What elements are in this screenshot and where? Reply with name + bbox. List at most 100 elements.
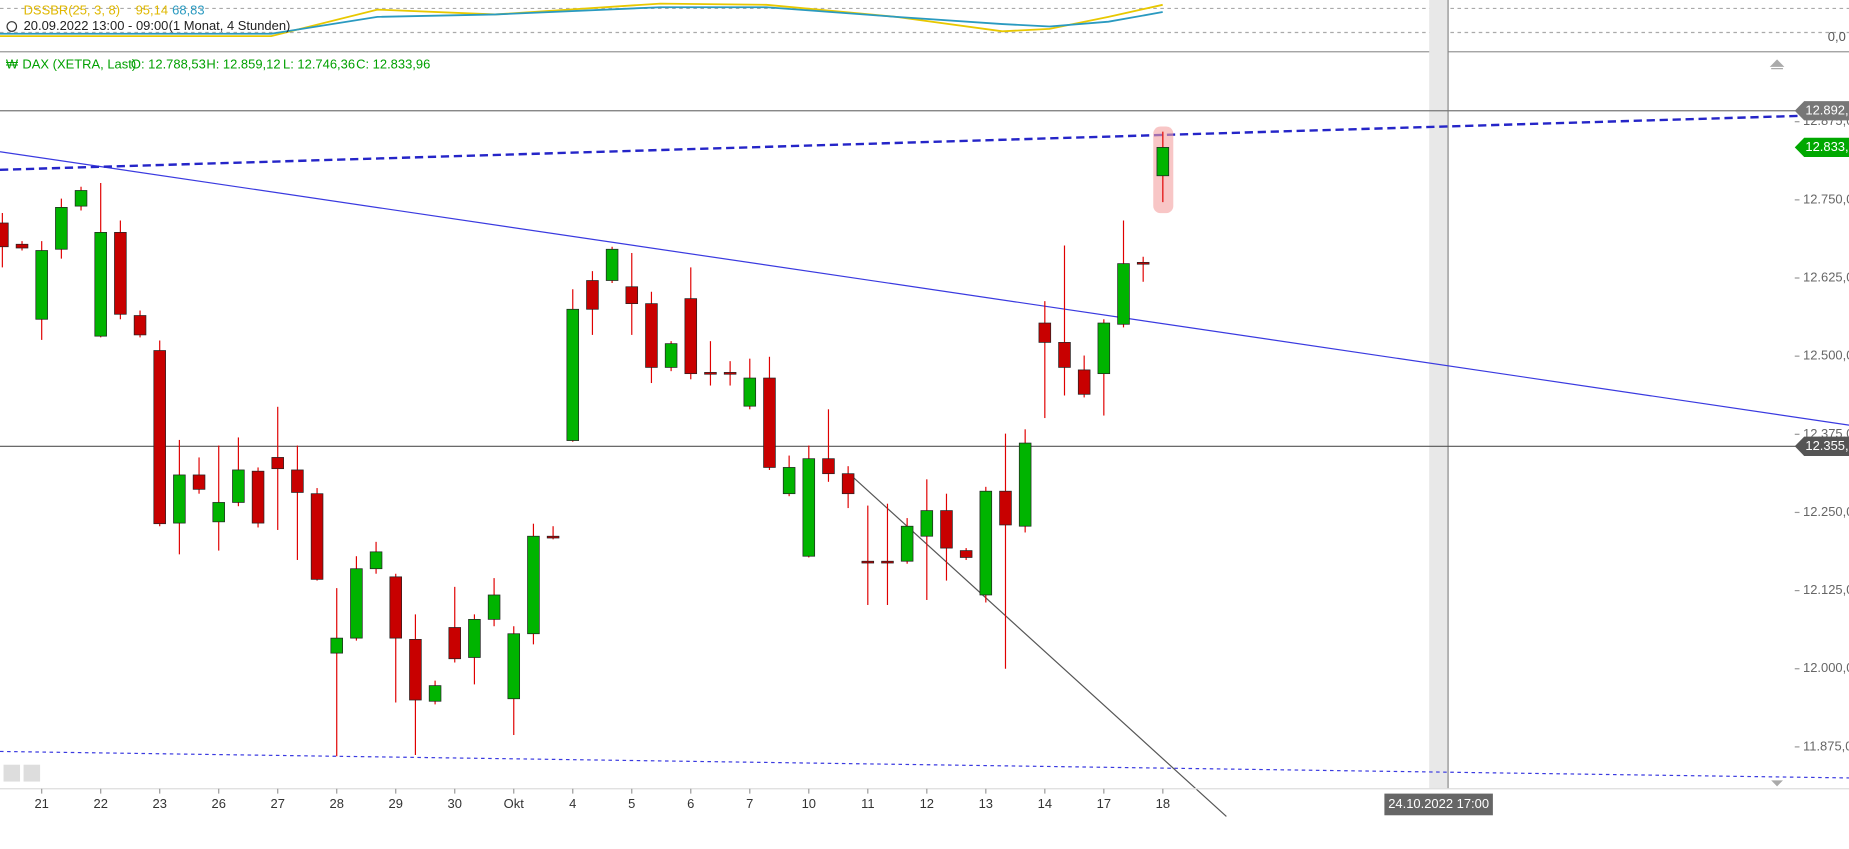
candle-body [251, 470, 265, 524]
candle-body [684, 298, 698, 375]
x-tick-label: Okt [504, 796, 525, 811]
indicator-name: DSSBR(25, 3, 8) [24, 2, 120, 17]
candle-body [704, 372, 717, 375]
trendline [0, 151, 1849, 426]
candle-body [940, 510, 953, 549]
range-label: 20.09.2022 13:00 - 09:00 [24, 18, 169, 33]
zoom-button[interactable] [3, 764, 21, 782]
y-tick-label: 12.625,0 [1803, 269, 1849, 284]
candle-body [999, 490, 1012, 526]
candle-body [841, 473, 855, 495]
last-price-label: 12.833,9 [1805, 139, 1849, 154]
candle-body [822, 458, 835, 475]
candle-body [546, 535, 560, 539]
candle-body [664, 343, 678, 368]
indicator-line [0, 6, 1163, 35]
candle-body [192, 474, 206, 490]
x-tick-label: 4 [569, 796, 576, 811]
candle-body [94, 232, 107, 337]
candle-body [1018, 442, 1032, 527]
candle-body [605, 248, 619, 281]
indicator-value: 68,83 [172, 2, 204, 17]
candle-body [861, 560, 875, 564]
candle-body [959, 550, 973, 558]
candle-body [802, 458, 816, 557]
candle-body [173, 474, 186, 524]
scroll-up[interactable] [1769, 59, 1785, 70]
y-tick-label: 12.000,0 [1803, 660, 1849, 675]
legend-high: H: 12.859,12 [206, 56, 280, 71]
legend-open: O: 12.788,53 [131, 56, 206, 71]
x-tick-label: 30 [448, 796, 462, 811]
x-tick-label: 10 [802, 796, 816, 811]
candle-body [1136, 262, 1150, 265]
x-tick-label: 27 [271, 796, 285, 811]
candle-body [330, 637, 343, 654]
candle-body [350, 568, 363, 639]
clock-icon [6, 21, 18, 32]
y-tick-label: 11.875,0 [1803, 738, 1849, 753]
y-tick-label: 12.500,0 [1803, 348, 1849, 363]
x-tick-label: 13 [979, 796, 993, 811]
indicator-axis-label: 0,0 [1828, 29, 1846, 44]
candle-body [389, 576, 402, 639]
candle-body [743, 377, 757, 407]
candle-body [74, 190, 88, 207]
candle-body [409, 639, 422, 701]
candle-body [0, 222, 9, 248]
candle-body [979, 490, 993, 596]
trendline [850, 475, 1227, 817]
candle-body [1038, 322, 1052, 343]
candle-body [271, 457, 284, 470]
candle-body [428, 685, 442, 702]
candle-body [1117, 263, 1130, 325]
candle-body [1097, 322, 1111, 375]
candle-body [566, 308, 580, 441]
candle-body [625, 286, 639, 305]
crosshair-badge [1384, 793, 1493, 816]
price-badge [1794, 101, 1849, 121]
legend-icon: ₩ [6, 56, 19, 71]
candle-body [586, 280, 599, 310]
candle-body [212, 502, 225, 523]
legend-low: L: 12.746,36 [283, 56, 355, 71]
candle-body [1156, 147, 1170, 177]
x-tick-label: 12 [920, 796, 934, 811]
candle-body [153, 350, 166, 525]
price-badge-label: 12.355,8 [1805, 438, 1849, 453]
candle-body [920, 510, 934, 537]
zoom-button[interactable] [23, 764, 41, 782]
period-label: (1 Monat, 4 Stunden) [169, 18, 291, 33]
candle-body [114, 232, 127, 315]
x-tick-label: 5 [628, 796, 635, 811]
candle-body [645, 303, 658, 368]
x-tick-label: 21 [34, 796, 48, 811]
candle-body [1058, 342, 1071, 368]
price-badge-label: 12.892,5 [1805, 102, 1849, 117]
x-tick-label: 26 [212, 796, 226, 811]
candle-body [133, 315, 147, 336]
candle-body [900, 525, 914, 562]
candle-body [15, 243, 29, 249]
x-tick-label: 22 [93, 796, 107, 811]
candle-body [310, 493, 324, 580]
candle-body [1077, 369, 1091, 395]
legend-name: DAX (XETRA, Last) [22, 56, 136, 71]
scroll-down[interactable] [1771, 780, 1783, 787]
crosshair-band [1429, 0, 1449, 789]
y-tick-label: 12.750,0 [1803, 191, 1849, 206]
y-tick-label: 12.125,0 [1803, 582, 1849, 597]
candle-body [468, 619, 481, 658]
candle-body [369, 551, 383, 570]
x-tick-label: 28 [330, 796, 344, 811]
crosshair-label: 24.10.2022 17:00 [1388, 796, 1489, 811]
x-tick-label: 11 [861, 796, 874, 811]
candle-body [782, 467, 796, 495]
price-badge [1794, 436, 1849, 456]
legend-close: C: 12.833,96 [356, 56, 430, 71]
x-tick-label: 6 [687, 796, 694, 811]
candle-body [55, 207, 68, 250]
x-tick-label: 23 [153, 796, 167, 811]
candle-body [232, 469, 245, 503]
